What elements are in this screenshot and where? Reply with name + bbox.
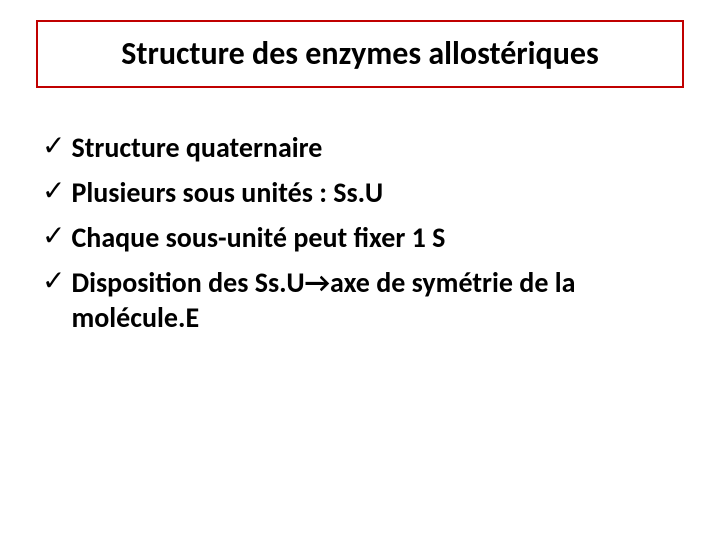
list-item: ✓ Structure quaternaire [42, 130, 682, 165]
list-item: ✓ Plusieurs sous unités : Ss.U [42, 175, 682, 210]
check-icon: ✓ [42, 132, 65, 160]
slide: Structure des enzymes allostériques ✓ St… [0, 0, 720, 540]
bullet-list: ✓ Structure quaternaire ✓ Plusieurs sous… [42, 130, 682, 345]
list-item-text: Plusieurs sous unités : Ss.U [71, 175, 383, 210]
list-item-text: Disposition des Ss.U→axe de symétrie de … [71, 265, 682, 335]
list-item: ✓ Disposition des Ss.U→axe de symétrie d… [42, 265, 682, 335]
slide-title: Structure des enzymes allostériques [121, 36, 599, 71]
list-item-text: Structure quaternaire [71, 130, 322, 165]
list-item: ✓ Chaque sous-unité peut fixer 1 S [42, 220, 682, 255]
check-icon: ✓ [42, 267, 65, 295]
check-icon: ✓ [42, 222, 65, 250]
check-icon: ✓ [42, 177, 65, 205]
list-item-text: Chaque sous-unité peut fixer 1 S [71, 220, 445, 255]
title-box: Structure des enzymes allostériques [36, 20, 684, 88]
